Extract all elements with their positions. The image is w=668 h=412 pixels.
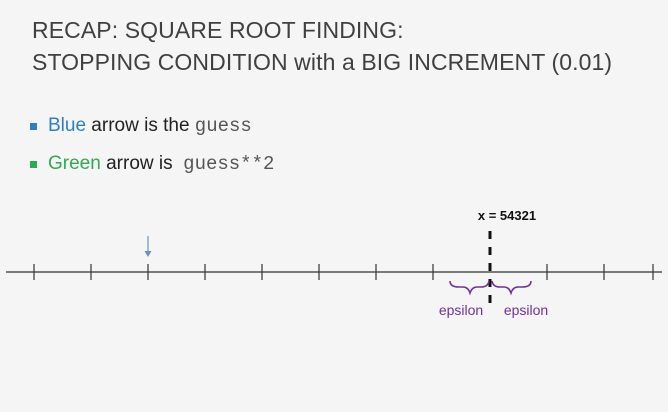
square-bullet-icon [30, 122, 37, 130]
square-bullet-icon [30, 160, 37, 168]
bullet-green-arrow: Green arrow is guess**2 [30, 145, 274, 183]
slide-title: RECAP: SQUARE ROOT FINDING: STOPPING CON… [32, 14, 612, 78]
bullet-colored-word: Green [48, 153, 101, 174]
epsilon-left-label: epsilon [439, 302, 483, 318]
x-value-label: x = 54321 [478, 208, 536, 223]
bullet-text: arrow is the [86, 115, 195, 136]
title-line-1: RECAP: SQUARE ROOT FINDING: [32, 17, 404, 43]
bullet-code: guess [194, 115, 252, 137]
bullet-code: guess**2 [183, 153, 275, 175]
bullet-text: arrow is [100, 153, 184, 174]
epsilon-right-label: epsilon [504, 302, 548, 318]
title-line-2: STOPPING CONDITION with a BIG INCREMENT … [32, 49, 613, 75]
tick-marks [33, 264, 654, 280]
epsilon-brace-right-icon [491, 280, 532, 296]
epsilon-brace-left-icon [449, 280, 490, 296]
bullet-list: Blue arrow is the guess Green arrow is g… [30, 107, 274, 183]
bullet-blue-arrow: Blue arrow is the guess [30, 107, 274, 145]
bullet-colored-word: Blue [48, 115, 87, 136]
guess-arrow-icon [144, 236, 152, 257]
